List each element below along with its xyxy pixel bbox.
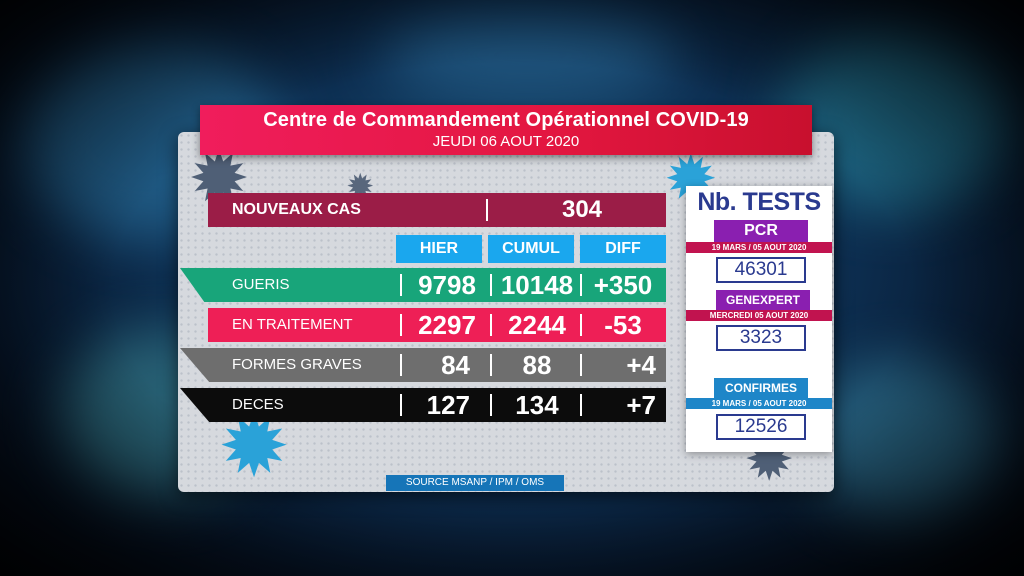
row-label: EN TRAITEMENT: [232, 316, 353, 333]
divider: [580, 354, 582, 376]
table-row-deces: DECES 127 134 +7: [180, 388, 666, 422]
nouveaux-cas-label: NOUVEAUX CAS: [232, 201, 361, 218]
page-title: Centre de Commandement Opérationnel COVI…: [263, 109, 749, 131]
divider: [580, 394, 582, 416]
row-value-diff: +350: [593, 270, 653, 300]
tests-title: Nb. TESTS: [697, 188, 821, 216]
table-row-en-traitement: EN TRAITEMENT 2297 2244 -53: [208, 308, 666, 342]
pcr-label: PCR: [714, 220, 808, 242]
genexpert-value: 3323: [716, 325, 806, 351]
divider: [580, 314, 582, 336]
divider: [400, 394, 402, 416]
column-header-cumul: CUMUL: [488, 235, 574, 263]
confirmes-value: 12526: [716, 414, 806, 440]
row-label: DECES: [232, 396, 284, 413]
divider: [490, 274, 492, 296]
tests-panel: Nb. TESTS PCR 19 MARS / 05 AOUT 2020 463…: [686, 186, 832, 452]
genexpert-label: GENEXPERT: [716, 290, 810, 310]
page-date: JEUDI 06 AOUT 2020: [432, 133, 580, 150]
table-row-gueris: GUERIS 9798 10148 +350: [180, 268, 666, 302]
row-label: FORMES GRAVES: [232, 356, 362, 373]
divider: [400, 354, 402, 376]
row-value-hier: 2297: [418, 310, 476, 340]
confirmes-period: 19 MARS / 05 AOUT 2020: [686, 398, 832, 409]
divider: [490, 394, 492, 416]
divider: [400, 314, 402, 336]
nouveaux-cas-row: NOUVEAUX CAS 304: [208, 193, 666, 227]
row-value-diff: +4: [626, 350, 656, 380]
row-value-cumul: 134: [515, 390, 559, 420]
pcr-period: 19 MARS / 05 AOUT 2020: [686, 242, 832, 253]
divider: [490, 314, 492, 336]
genexpert-period: MERCREDI 05 AOUT 2020: [686, 310, 832, 321]
column-header-hier: HIER: [396, 235, 482, 263]
divider: [490, 354, 492, 376]
row-value-cumul: 2244: [508, 310, 566, 340]
column-header-diff: DIFF: [580, 235, 666, 263]
nouveaux-cas-value: 304: [561, 196, 603, 223]
row-value-cumul: 10148: [500, 270, 574, 300]
background-blob: [380, 10, 680, 100]
confirmes-label: CONFIRMES: [714, 378, 808, 398]
divider: [486, 199, 488, 221]
table-row-formes-graves: FORMES GRAVES 84 88 +4: [180, 348, 666, 382]
row-value-hier: 127: [426, 390, 470, 420]
divider: [400, 274, 402, 296]
row-value-cumul: 88: [522, 350, 552, 380]
divider: [580, 274, 582, 296]
header-banner: Centre de Commandement Opérationnel COVI…: [200, 105, 812, 155]
row-label: GUERIS: [232, 276, 290, 293]
row-value-hier: 84: [441, 350, 470, 380]
row-value-diff: -53: [604, 310, 642, 340]
source-caption: SOURCE MSANP / IPM / OMS: [386, 475, 564, 491]
row-value-diff: +7: [626, 390, 656, 420]
pcr-value: 46301: [716, 257, 806, 283]
row-value-hier: 9798: [418, 270, 476, 300]
